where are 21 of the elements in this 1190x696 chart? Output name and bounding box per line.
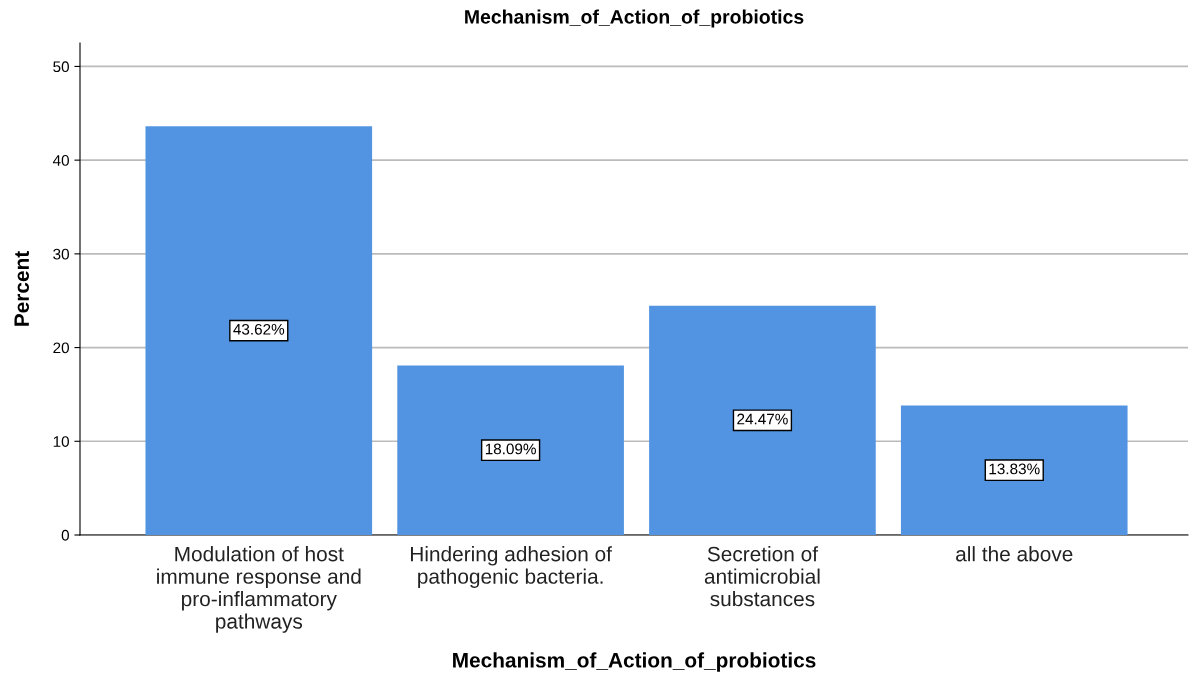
y-tick-label: 50 (53, 61, 69, 73)
x-tick-label: all the above (956, 546, 1073, 562)
y-tick-label: 10 (53, 436, 69, 447)
data-label: 43.62% (233, 323, 285, 335)
data-label: 13.83% (989, 463, 1040, 475)
chart-title: Mechanism_of_Action_of_probiotics (465, 9, 804, 28)
x-axis-title: Mechanism_of_Action_of_probiotics (453, 652, 816, 672)
y-axis-title: Percent (14, 251, 30, 326)
data-label: 18.09% (485, 443, 536, 455)
bar (649, 305, 876, 535)
bar (397, 365, 624, 535)
x-tick-label: Hindering adhesion of pathogenic bacteria. (410, 546, 612, 588)
bar (145, 126, 373, 535)
x-tick-label: Secretion of antimicrobial substances (704, 546, 820, 607)
x-tick-label: Modulation of host immune response and pro-inflammatory pathways (157, 546, 361, 633)
y-tick-label: 40 (52, 155, 69, 166)
y-tick-label: 20 (53, 342, 69, 354)
y-tick-label: 0 (61, 529, 69, 541)
y-tick-label: 30 (53, 248, 69, 260)
bar (900, 405, 1128, 535)
data-label: 24.47% (737, 413, 788, 425)
